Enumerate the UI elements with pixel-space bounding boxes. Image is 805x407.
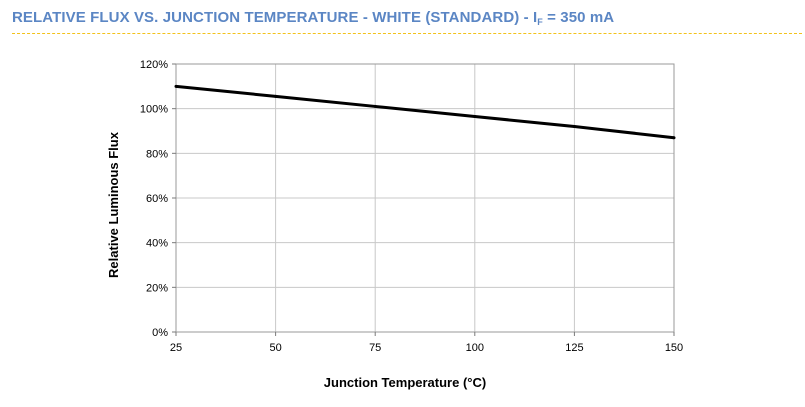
x-tick-label: 125 (565, 342, 583, 354)
chart-title-suffix: = 350 mA (542, 9, 615, 26)
series-line (175, 84, 675, 140)
y-tick-label: 40% (146, 238, 168, 250)
series-point (373, 104, 377, 108)
y-tick-label: 120% (140, 59, 168, 71)
y-tick-label: 60% (146, 193, 168, 205)
chart-title-subscript: F (537, 17, 543, 27)
x-axis-ticks: 25 50 75 100 125 150 (170, 332, 683, 354)
x-tick-label: 150 (665, 342, 683, 354)
series-point (274, 94, 278, 98)
y-axis-label: Relative Luminous Flux (106, 131, 121, 278)
y-tick-label: 0% (152, 327, 168, 339)
x-tick-label: 50 (269, 342, 281, 354)
series-point (473, 114, 477, 118)
grid (176, 64, 674, 332)
chart-title-main: RELATIVE FLUX VS. JUNCTION TEMPERATURE -… (12, 9, 538, 26)
chart-header: RELATIVE FLUX VS. JUNCTION TEMPERATURE -… (12, 7, 802, 34)
y-axis-ticks: 0% 20% 40% 60% 80% 100% 120% (140, 59, 176, 339)
series-point (572, 125, 576, 129)
series-point (672, 136, 676, 140)
series-layer (174, 84, 676, 140)
y-tick-label: 100% (140, 104, 168, 116)
chart-title: RELATIVE FLUX VS. JUNCTION TEMPERATURE -… (12, 9, 614, 27)
x-tick-label: 75 (369, 342, 381, 354)
x-tick-label: 100 (466, 342, 484, 354)
y-tick-label: 80% (146, 148, 168, 160)
x-tick-label: 25 (170, 342, 182, 354)
series-point (174, 84, 178, 88)
y-tick-label: 20% (146, 282, 168, 294)
x-axis-label: Junction Temperature (°C) (324, 375, 486, 390)
